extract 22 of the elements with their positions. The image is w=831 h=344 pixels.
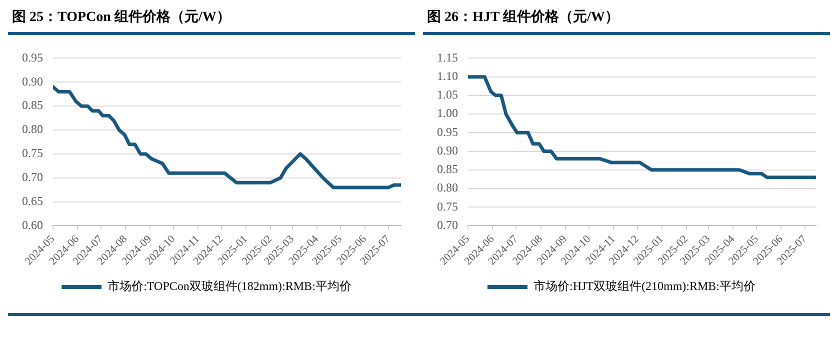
y-tick-label: 0.80 — [22, 122, 43, 136]
chart-title: 图 25：TOPCon 组件价格（元/W） — [8, 8, 415, 35]
y-tick-label: 1.00 — [437, 106, 458, 120]
y-tick-label: 0.70 — [437, 218, 458, 232]
y-tick-label: 0.60 — [22, 218, 43, 232]
y-tick-label: 0.65 — [22, 194, 43, 208]
y-tick-label: 1.10 — [437, 68, 458, 83]
y-tick-label: 0.85 — [437, 162, 458, 176]
y-tick-label: 0.90 — [22, 74, 43, 88]
y-tick-label: 0.90 — [437, 143, 458, 158]
legend-label: 市场价:TOPCon双玻组件(182mm):RMB:平均价 — [108, 279, 352, 294]
y-tick-label: 0.85 — [22, 98, 43, 112]
y-tick-label: 1.15 — [437, 50, 458, 64]
chart-title: 图 26：HJT 组件价格（元/W） — [423, 8, 830, 35]
y-tick-label: 1.05 — [437, 88, 458, 102]
y-tick-label: 0.75 — [437, 199, 458, 214]
y-tick-label: 0.80 — [437, 180, 458, 195]
y-tick-label: 0.70 — [22, 170, 43, 184]
y-tick-label: 0.75 — [22, 146, 43, 160]
legend-label: 市场价:HJT双玻组件(210mm):RMB:平均价 — [533, 279, 756, 294]
y-tick-label: 0.95 — [22, 50, 43, 64]
y-tick-label: 0.95 — [437, 124, 458, 139]
